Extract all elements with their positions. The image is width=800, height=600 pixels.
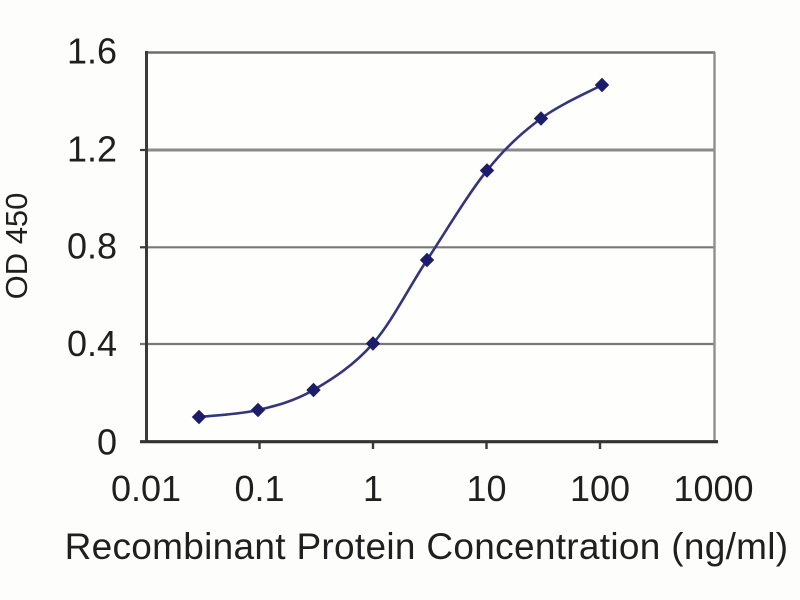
svg-text:0: 0	[97, 422, 117, 463]
svg-text:100: 100	[570, 468, 630, 509]
svg-text:1: 1	[363, 468, 383, 509]
svg-text:1000: 1000	[673, 468, 753, 509]
svg-text:0.01: 0.01	[111, 468, 181, 509]
svg-text:0.4: 0.4	[67, 323, 117, 364]
svg-text:0.8: 0.8	[67, 226, 117, 267]
svg-text:Recombinant Protein Concentrat: Recombinant Protein Concentration (ng/ml…	[65, 526, 789, 567]
svg-text:1.6: 1.6	[67, 31, 117, 72]
svg-text:10: 10	[466, 468, 506, 509]
svg-text:1.2: 1.2	[67, 129, 117, 170]
svg-text:OD 450: OD 450	[0, 193, 34, 300]
svg-text:0.1: 0.1	[234, 468, 284, 509]
